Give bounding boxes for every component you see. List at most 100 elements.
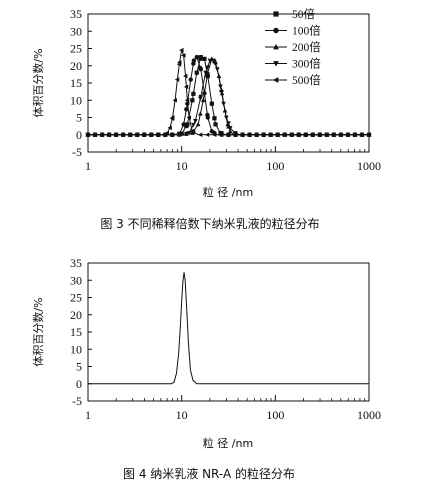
legend-item-5: 500倍 [265, 73, 321, 87]
data-point [193, 119, 198, 124]
plot-frame [87, 262, 370, 402]
data-point [134, 132, 140, 138]
figure-caption: 图 4 纳米乳液 NR-A 的粒径分布 [123, 466, 295, 481]
data-point [213, 122, 218, 127]
data-point [191, 91, 196, 96]
data-point [221, 101, 226, 107]
legend-item-3: 200倍 [265, 40, 321, 54]
data-point [177, 132, 182, 138]
data-point [232, 131, 238, 136]
data-point [317, 132, 322, 138]
x-axis-label: 粒 径 /nm [203, 436, 253, 450]
data-point [164, 130, 170, 136]
plot-frame [87, 13, 370, 153]
data-point [181, 53, 186, 58]
data-point [184, 107, 189, 112]
y-tick-label: 10 [70, 342, 82, 356]
y-tick-label: 15 [70, 76, 82, 90]
data-point [233, 132, 238, 138]
legend-label: 300倍 [292, 57, 321, 71]
data-point [261, 132, 266, 138]
data-point [181, 122, 186, 127]
data-point [200, 97, 206, 103]
data-point [155, 132, 161, 138]
legend-item-2: 100倍 [265, 24, 321, 38]
data-point [345, 132, 350, 138]
data-point [324, 132, 329, 138]
chart-2: 35 30 25 20 15 10 5 0 -5 1 10 100 1000 体积百分数/% 粒 径 … [31, 256, 381, 481]
y-tick-label: 35 [70, 256, 82, 270]
data-point [179, 47, 184, 53]
legend-label: 500倍 [292, 73, 321, 87]
data-point [167, 125, 172, 131]
y-tick-label: -5 [72, 145, 82, 159]
x-tick-label: 1000 [357, 159, 381, 173]
y-tick-label: 10 [70, 93, 82, 107]
data-point [211, 58, 217, 64]
legend-label: 50倍 [292, 7, 316, 21]
legend-marker [273, 27, 279, 34]
data-point [202, 56, 207, 61]
figure-caption: 图 3 不同稀释倍数下纳米乳液的粒径分布 [100, 216, 319, 231]
y-tick-label: 5 [76, 111, 82, 125]
y-tick-label: 30 [70, 24, 82, 38]
data-point [198, 111, 203, 116]
data-point [211, 132, 217, 138]
data-point [190, 130, 195, 135]
legend-marker [273, 43, 279, 50]
data-point [203, 70, 208, 76]
y-tick-label: 30 [70, 273, 82, 287]
data-point [169, 132, 175, 138]
data-point [225, 132, 231, 138]
x-tick-label: 1 [85, 159, 91, 173]
data-point [209, 101, 214, 106]
data-point [289, 132, 294, 138]
chart-1: 35 30 25 20 15 10 5 0 -5 1 10 100 1000 50倍 100倍 200倍 3… [31, 7, 381, 231]
data-point [191, 58, 197, 63]
data-point [184, 97, 190, 103]
data-point [188, 77, 193, 82]
data-point [170, 115, 175, 120]
x-tick-label: 1 [85, 408, 91, 422]
data-point [172, 97, 177, 103]
data-point [219, 89, 224, 95]
y-tick-label: 15 [70, 325, 82, 339]
data-point [198, 94, 204, 100]
data-point [174, 77, 180, 82]
data-point [197, 132, 203, 138]
data-point [247, 132, 252, 138]
data-point [183, 73, 188, 79]
data-point [185, 122, 190, 127]
data-point [186, 115, 191, 120]
data-point [240, 132, 245, 138]
data-point [205, 70, 211, 75]
x-tick-label: 10 [176, 159, 188, 173]
y-axis-label: 体积百分数/% [31, 297, 45, 366]
y-tick-label: 0 [76, 377, 82, 391]
data-point [366, 132, 371, 138]
x-tick-label: 100 [266, 408, 284, 422]
data-point [352, 132, 357, 138]
legend-label: 100倍 [292, 24, 321, 38]
data-point [186, 131, 192, 136]
series-5 [85, 47, 371, 138]
data-point [189, 128, 195, 134]
data-point [85, 132, 90, 138]
data-point [113, 132, 118, 138]
data-point [224, 115, 229, 121]
data-point [195, 121, 201, 127]
data-point [207, 58, 213, 64]
data-point [226, 121, 231, 126]
data-point [310, 132, 315, 138]
x-tick-label: 1000 [357, 408, 381, 422]
data-point [214, 67, 220, 72]
y-tick-label: 0 [76, 128, 82, 142]
data-point [106, 132, 111, 138]
data-point [194, 54, 199, 60]
data-point [268, 132, 273, 138]
legend-marker [273, 11, 279, 17]
legend-label: 200倍 [292, 40, 321, 54]
y-tick-label: 25 [70, 291, 82, 305]
data-point [296, 132, 301, 138]
